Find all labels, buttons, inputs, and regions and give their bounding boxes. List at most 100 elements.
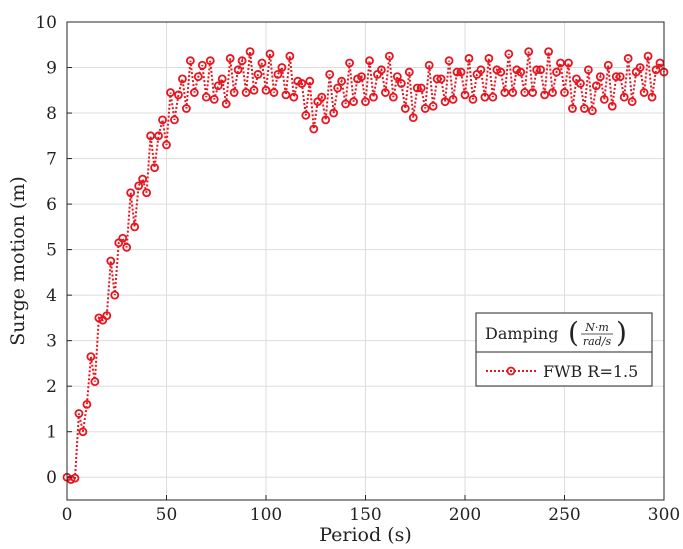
data-point bbox=[643, 51, 653, 61]
data-point bbox=[615, 72, 625, 82]
legend-left-paren: ( bbox=[568, 316, 579, 349]
data-point bbox=[480, 92, 490, 102]
data-point bbox=[249, 85, 259, 95]
data-point bbox=[106, 256, 116, 266]
legend-fraction-denominator: rad/s bbox=[583, 335, 612, 348]
data-point bbox=[205, 56, 215, 66]
data-point bbox=[193, 72, 203, 82]
data-point bbox=[209, 94, 219, 104]
data-point bbox=[508, 88, 518, 97]
data-point bbox=[540, 90, 549, 100]
data-point bbox=[496, 67, 506, 77]
data-point bbox=[365, 56, 374, 66]
data-point bbox=[78, 427, 88, 437]
data-point bbox=[369, 92, 378, 102]
data-point bbox=[297, 79, 307, 88]
data-point bbox=[627, 97, 637, 107]
data-point bbox=[281, 90, 291, 100]
data-point bbox=[583, 65, 593, 75]
data-point bbox=[357, 72, 366, 82]
y-tick-label: 1 bbox=[46, 423, 57, 443]
x-tick-label: 100 bbox=[250, 505, 282, 525]
data-point bbox=[599, 94, 609, 104]
data-point bbox=[301, 110, 311, 120]
y-tick-label: 7 bbox=[46, 150, 57, 170]
data-point bbox=[384, 51, 394, 61]
data-point bbox=[253, 69, 263, 79]
data-point bbox=[440, 97, 450, 107]
data-point bbox=[607, 101, 617, 111]
data-point bbox=[568, 104, 577, 113]
data-point bbox=[460, 90, 470, 100]
data-point bbox=[651, 65, 661, 75]
data-point bbox=[432, 74, 442, 84]
legend-title: Damping bbox=[485, 324, 558, 343]
data-point bbox=[424, 60, 434, 70]
data-point bbox=[217, 74, 227, 84]
data-point bbox=[468, 94, 478, 104]
data-point bbox=[436, 74, 446, 84]
data-point bbox=[544, 47, 553, 56]
data-point bbox=[456, 67, 466, 77]
data-point bbox=[448, 94, 458, 104]
data-point bbox=[504, 49, 514, 59]
data-point bbox=[233, 65, 243, 75]
data-point bbox=[428, 101, 438, 111]
data-point bbox=[221, 99, 231, 109]
x-tick-label: 0 bbox=[62, 505, 73, 525]
legend-series-marker bbox=[506, 366, 516, 376]
data-point bbox=[516, 67, 526, 77]
data-point bbox=[396, 79, 406, 88]
data-point bbox=[619, 92, 629, 102]
data-point bbox=[591, 81, 601, 91]
data-point bbox=[380, 88, 390, 97]
data-point bbox=[74, 409, 84, 418]
data-point bbox=[329, 108, 339, 118]
data-point bbox=[305, 76, 315, 86]
data-point bbox=[142, 188, 152, 198]
data-point bbox=[261, 85, 271, 95]
y-tick-label: 4 bbox=[46, 286, 57, 306]
data-point bbox=[361, 97, 370, 107]
data-point bbox=[528, 88, 538, 97]
y-tick-label: 6 bbox=[46, 195, 57, 215]
data-point bbox=[118, 233, 128, 243]
data-point bbox=[635, 63, 645, 72]
data-point bbox=[420, 104, 430, 113]
data-point bbox=[138, 174, 148, 184]
legend-box bbox=[475, 312, 653, 387]
data-point bbox=[237, 56, 247, 66]
legend-fraction-numerator: N·m bbox=[584, 321, 609, 334]
data-point bbox=[122, 242, 132, 252]
data-point bbox=[345, 58, 354, 68]
data-point bbox=[408, 113, 418, 122]
data-point bbox=[82, 399, 92, 409]
y-tick-label: 10 bbox=[35, 13, 57, 33]
y-axis-label: Surge motion (m) bbox=[7, 176, 29, 346]
data-point bbox=[289, 92, 299, 102]
data-point bbox=[213, 81, 223, 91]
data-point bbox=[377, 65, 386, 75]
data-point bbox=[611, 72, 621, 82]
data-point bbox=[277, 63, 287, 72]
data-point bbox=[564, 58, 573, 68]
y-tick-label: 2 bbox=[46, 377, 57, 397]
data-point bbox=[536, 65, 546, 75]
data-point bbox=[412, 83, 422, 93]
y-tick-label: 5 bbox=[46, 241, 57, 261]
data-point bbox=[556, 58, 565, 68]
data-point bbox=[647, 92, 657, 102]
x-tick-label: 300 bbox=[648, 505, 680, 525]
data-point bbox=[580, 104, 589, 113]
data-point bbox=[595, 72, 605, 82]
data-point bbox=[325, 69, 335, 79]
y-tick-label: 9 bbox=[46, 59, 57, 79]
legend: Damping ( N·m rad/s ) FWB R=1.5 bbox=[475, 312, 653, 387]
data-point bbox=[241, 88, 251, 97]
data-point bbox=[416, 83, 426, 93]
data-point bbox=[524, 47, 534, 56]
data-point bbox=[587, 106, 597, 116]
data-point bbox=[321, 115, 331, 125]
data-point bbox=[229, 88, 239, 97]
